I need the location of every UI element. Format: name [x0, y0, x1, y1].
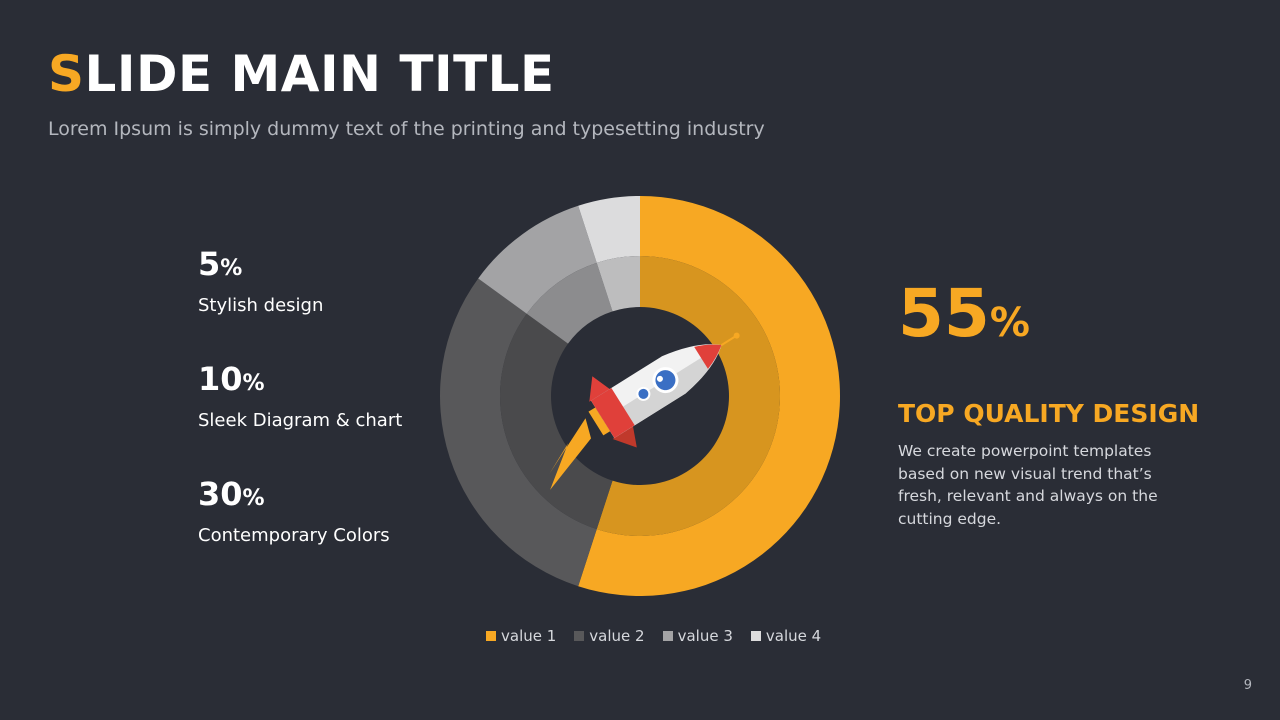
chart-legend: value 1 value 2 value 3 value 4 [486, 627, 821, 645]
legend-swatch-1 [486, 631, 496, 641]
stat-3: 30% Contemporary Colors [198, 474, 390, 546]
stat-2-label: Sleek Diagram & chart [198, 410, 403, 431]
donut-slice-outer-2 [439, 278, 597, 587]
stat-3-label: Contemporary Colors [198, 525, 390, 546]
stat-1: 5% Stylish design [198, 244, 323, 316]
slide-subtitle: Lorem Ipsum is simply dummy text of the … [48, 118, 765, 140]
stat-2: 10% Sleek Diagram & chart [198, 359, 402, 431]
page-number: 9 [1243, 678, 1252, 693]
donut-chart [439, 196, 840, 596]
legend-swatch-2 [574, 631, 585, 641]
legend-label-1: value 1 [501, 627, 557, 645]
legend-swatch-3 [662, 631, 673, 641]
donut-slice-outer-3 [478, 205, 597, 314]
title-first-letter: S [48, 45, 85, 103]
highlight-block: 55% TOP QUALITY DESIGN We create powerpo… [898, 276, 1228, 530]
legend-label-4: value 4 [765, 627, 822, 645]
stat-1-sign: % [220, 256, 243, 281]
stat-2-sign: % [242, 371, 265, 396]
stat-1-number: 5 [198, 245, 221, 283]
legend-item-1: value 1 [486, 627, 556, 645]
donut-slice-inner-1 [596, 256, 780, 536]
stat-2-value: 10% [198, 359, 402, 404]
legend-swatch-4 [750, 631, 761, 641]
highlight-body: We create powerpoint templates based on … [898, 442, 1158, 528]
donut-slice-outer-1 [578, 196, 840, 596]
highlight-number: 55 [898, 275, 990, 352]
stat-3-sign: % [242, 486, 265, 511]
legend-item-2: value 2 [574, 627, 645, 645]
stat-3-value: 30% [198, 474, 390, 519]
stat-1-value: 5% [198, 244, 323, 289]
title-rest: LIDE MAIN TITLE [84, 45, 555, 103]
highlight-value: 55% [898, 276, 1228, 361]
donut-slices [439, 196, 840, 596]
stat-1-label: Stylish design [198, 295, 324, 316]
slide-title: SLIDE MAIN TITLE [48, 42, 555, 106]
donut-slice-inner-3 [526, 262, 613, 344]
stat-2-number: 10 [198, 360, 243, 398]
donut-slice-inner-4 [596, 256, 640, 312]
highlight-heading: TOP QUALITY DESIGN [898, 399, 1200, 428]
legend-label-3: value 3 [677, 627, 733, 645]
donut-slice-outer-4 [578, 196, 640, 263]
stat-3-number: 30 [198, 475, 243, 513]
rocket-icon [549, 332, 740, 490]
legend-item-4: value 4 [750, 627, 822, 645]
highlight-sign: % [989, 300, 1030, 346]
legend-label-2: value 2 [589, 627, 645, 645]
legend-item-3: value 3 [662, 627, 733, 645]
donut-slice-inner-2 [500, 313, 613, 530]
